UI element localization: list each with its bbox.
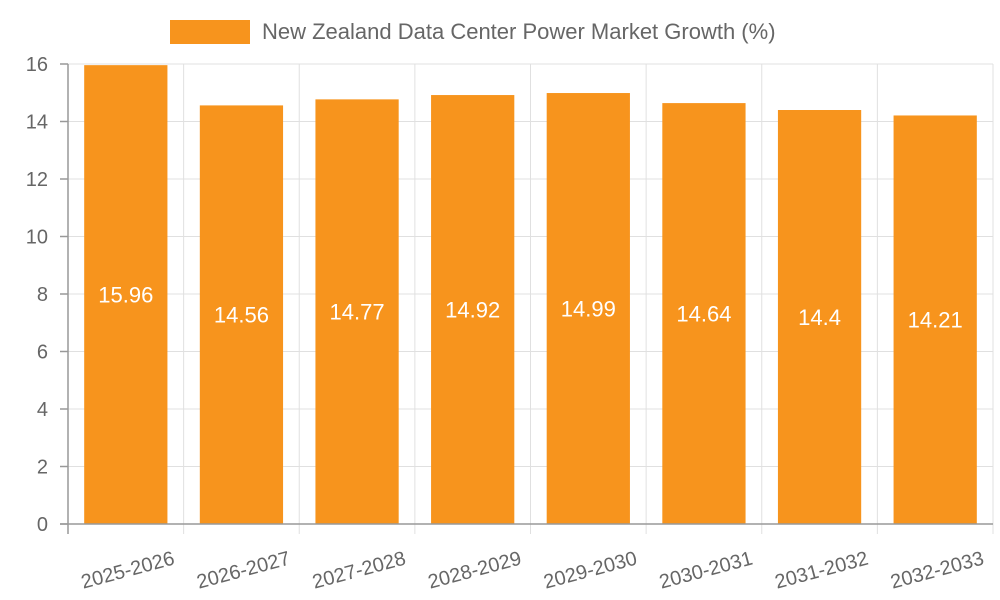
data-label: 14.4 <box>798 305 841 330</box>
data-label: 14.77 <box>330 300 385 325</box>
data-label: 14.99 <box>561 297 616 322</box>
y-tick-label: 12 <box>26 169 48 191</box>
x-tick-label: 2027-2028 <box>310 548 408 594</box>
y-tick-label: 16 <box>26 54 48 76</box>
y-tick-label: 0 <box>37 514 48 536</box>
y-tick-label: 8 <box>37 284 48 306</box>
x-tick-label: 2028-2029 <box>426 548 524 594</box>
legend-label: New Zealand Data Center Power Market Gro… <box>262 19 776 44</box>
x-tick-label: 2025-2026 <box>79 548 177 594</box>
bar <box>199 105 284 525</box>
bar <box>662 103 746 524</box>
bar <box>546 93 630 524</box>
data-labels: 15.96 14.56 14.77 14.92 14.99 14.64 14.4 14.21 <box>98 283 962 333</box>
x-tick-label: 2030-2031 <box>657 548 755 594</box>
bars <box>84 65 977 525</box>
y-tick-label: 2 <box>37 457 48 479</box>
legend: New Zealand Data Center Power Market Gro… <box>170 19 776 44</box>
x-tick-label: 2026-2027 <box>194 548 292 594</box>
bar <box>431 95 515 525</box>
y-tick-label: 14 <box>26 112 48 134</box>
data-label: 15.96 <box>98 283 153 308</box>
data-label: 14.92 <box>445 298 500 323</box>
bar <box>315 99 399 525</box>
bar <box>893 115 977 525</box>
data-label: 14.21 <box>908 308 963 333</box>
y-tick-label: 6 <box>37 342 48 364</box>
legend-swatch <box>170 20 250 44</box>
bar <box>84 65 168 525</box>
y-axis-ticks: 0 2 4 6 8 10 12 14 16 <box>26 54 68 536</box>
data-label: 14.64 <box>676 302 731 327</box>
axes <box>60 64 993 534</box>
x-axis-ticks: 2025-2026 2026-2027 2027-2028 2028-2029 2029… <box>79 548 986 594</box>
x-tick-label: 2032-2033 <box>888 548 986 594</box>
data-label: 14.56 <box>214 303 269 328</box>
y-tick-label: 4 <box>37 399 48 421</box>
bar <box>777 110 862 524</box>
x-tick-label: 2029-2030 <box>541 548 639 594</box>
y-tick-label: 10 <box>26 227 48 249</box>
x-tick-label: 2031-2032 <box>773 548 871 594</box>
